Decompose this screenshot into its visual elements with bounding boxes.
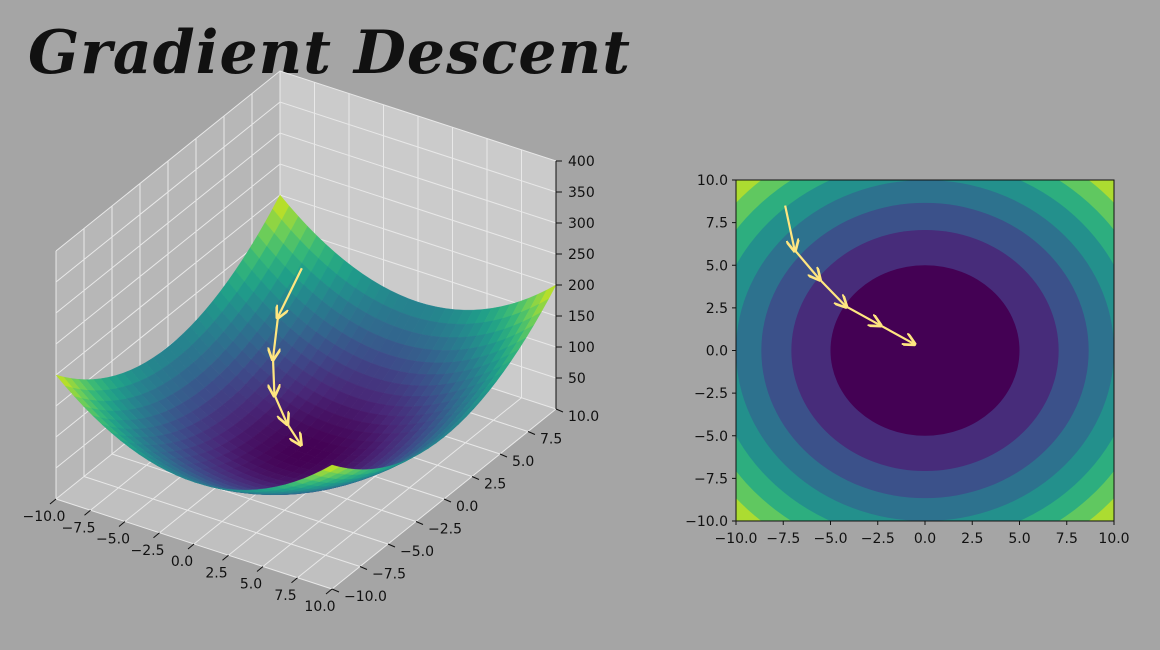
descent-arrow-2d — [879, 323, 914, 344]
y-tick-label: 10.0 — [697, 173, 728, 189]
axis-ticks: −10.0−7.5−5.0−2.50.02.55.07.510.0−10.0−7… — [23, 154, 600, 615]
contour-band — [791, 229, 1059, 472]
contour-band — [736, 180, 1114, 521]
grid-line — [55, 163, 557, 345]
y-tick-label: 7.5 — [540, 432, 562, 448]
x-tick-label: −10.0 — [715, 531, 758, 547]
x-tick-label: 5.0 — [1008, 531, 1030, 547]
grid-line — [55, 70, 557, 252]
x-tick-mark — [222, 554, 229, 561]
contour-frame — [735, 179, 1115, 522]
y-tick-mark — [331, 588, 340, 593]
y-tick-mark — [471, 476, 480, 480]
y-tick-label: 7.5 — [706, 216, 728, 232]
surface-3d-chart: −10.0−7.5−5.0−2.50.02.55.07.510.0−10.0−7… — [23, 70, 600, 615]
grid-line — [55, 132, 557, 314]
x-tick-label: −5.0 — [814, 531, 848, 547]
x-tick-label: 10.0 — [304, 599, 335, 615]
descent-arrow-2d — [818, 278, 845, 306]
contour-band — [736, 180, 1114, 521]
x-tick-label: 0.0 — [171, 554, 193, 570]
z-tick-label: 50 — [568, 371, 586, 387]
y-tick-label: −5.0 — [400, 544, 434, 560]
descent-arrow — [273, 394, 287, 424]
grid-line — [297, 397, 522, 579]
contour-band — [736, 180, 1114, 521]
x-tick-label: 2.5 — [205, 565, 227, 581]
x-tick-label: 0.0 — [914, 531, 936, 547]
y-tick-label: −2.5 — [428, 522, 462, 538]
y-tick-mark — [387, 543, 396, 548]
surface-facet — [322, 464, 341, 473]
x-tick-label: 7.5 — [274, 588, 296, 604]
z-tick-label: 200 — [568, 278, 595, 294]
descent-path-2d — [784, 205, 914, 344]
x-tick-label: 7.5 — [1056, 531, 1078, 547]
x-tick-label: −7.5 — [766, 531, 800, 547]
page-title: Gradient Descent — [28, 18, 631, 88]
contour-band — [736, 180, 1114, 521]
y-tick-label: 10.0 — [568, 409, 599, 425]
y-tick-mark — [527, 431, 536, 435]
descent-arrow-2d — [845, 305, 880, 325]
x-tick-mark — [325, 588, 333, 595]
descent-path — [273, 267, 303, 444]
x-tick-label: −7.5 — [62, 520, 96, 536]
y-tick-label: 0.0 — [456, 499, 478, 515]
x-tick-label: −2.5 — [861, 531, 895, 547]
y-tick-label: 2.5 — [484, 477, 506, 493]
descent-arrow-2d — [784, 205, 794, 250]
y-tick-label: −7.5 — [372, 567, 406, 583]
contour-fills — [736, 180, 1114, 521]
y-tick-label: 2.5 — [706, 301, 728, 317]
descent-arrow — [273, 358, 274, 394]
y-tick-mark — [499, 453, 508, 458]
z-tick-label: 100 — [568, 340, 595, 356]
y-tick-label: −7.5 — [694, 471, 728, 487]
contour-band — [736, 180, 1114, 521]
descent-arrow — [278, 267, 303, 317]
y-tick-mark — [359, 566, 368, 570]
y-tick-mark — [443, 498, 452, 503]
x-tick-label: 10.0 — [1098, 531, 1129, 547]
descent-arrow — [285, 422, 300, 444]
x-tick-label: −5.0 — [96, 532, 130, 548]
y-tick-label: 5.0 — [512, 454, 534, 470]
x-tick-label: −10.0 — [23, 509, 66, 525]
x-tick-label: −2.5 — [131, 543, 165, 559]
x-tick-label: 2.5 — [961, 531, 983, 547]
x-tick-mark — [187, 543, 195, 550]
y-tick-label: −2.5 — [694, 386, 728, 402]
x-tick-mark — [153, 532, 160, 539]
x-tick-mark — [49, 498, 57, 505]
x-tick-mark — [256, 566, 264, 572]
x-tick-mark — [84, 509, 91, 516]
z-tick-label: 350 — [568, 185, 595, 201]
descent-arrow-2d — [793, 249, 820, 279]
x-tick-mark — [118, 521, 126, 527]
y-tick-label: −10.0 — [685, 514, 728, 530]
y-tick-label: −10.0 — [344, 589, 387, 605]
descent-arrow — [273, 316, 278, 359]
contour-band — [761, 202, 1089, 499]
z-tick-label: 300 — [568, 216, 595, 232]
contour-band — [830, 265, 1020, 436]
y-tick-mark — [415, 521, 424, 525]
y-tick-mark — [555, 408, 564, 413]
x-tick-label: 5.0 — [240, 577, 262, 593]
y-tick-label: −5.0 — [694, 429, 728, 445]
z-tick-label: 250 — [568, 247, 595, 263]
z-tick-label: 400 — [568, 154, 595, 170]
contour-band — [736, 180, 1114, 521]
contour-ticks: −10.0 −7.5 −5.0 −2.5 0.0 2.5 5.0 7.5 10.0 10.0 7.5… — [685, 173, 1129, 547]
x-tick-mark — [291, 577, 298, 584]
z-tick-label: 150 — [568, 309, 595, 325]
grid-line — [55, 101, 557, 283]
y-tick-label: 0.0 — [706, 344, 728, 360]
y-tick-label: 5.0 — [706, 258, 728, 274]
